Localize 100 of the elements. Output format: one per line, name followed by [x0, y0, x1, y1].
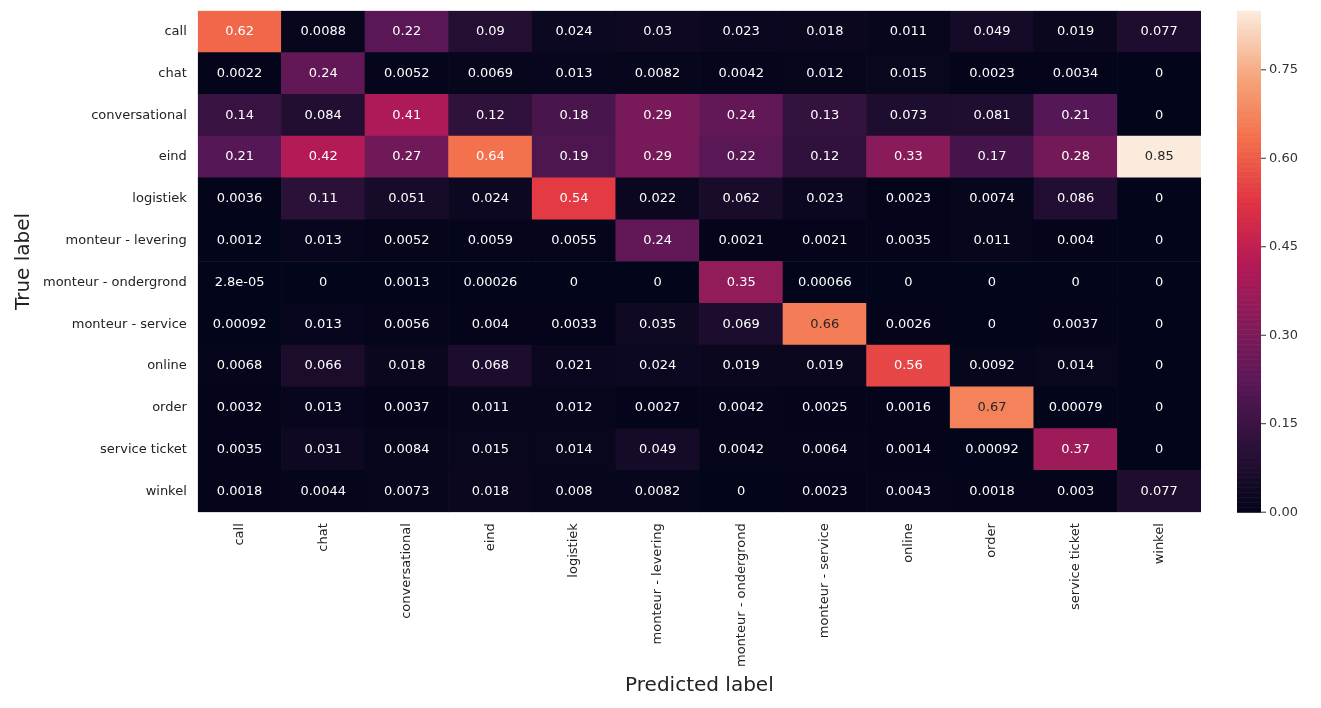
data-label: 0.018: [806, 23, 844, 39]
data-label: 0.031: [304, 440, 342, 456]
color-bar-label: 0.60: [1269, 149, 1298, 165]
y-tick-label: order: [152, 399, 188, 415]
data-label: 0.0014: [885, 440, 932, 456]
data-label: 0.077: [1140, 23, 1178, 39]
data-label: 0.0035: [216, 440, 263, 456]
y-tick-label: monteur - service: [71, 315, 187, 331]
data-label: 0.051: [388, 190, 426, 206]
data-label: 0.086: [1056, 190, 1095, 206]
data-label: 0.12: [475, 106, 505, 122]
y-tick-label: eind: [158, 148, 187, 164]
data-label: 0.0025: [802, 399, 848, 415]
y-tick-label: chat: [158, 64, 187, 80]
data-label: 0.0052: [384, 231, 430, 247]
x-tick-label: eind: [481, 523, 497, 552]
data-label: 0.12: [810, 148, 840, 164]
data-label: 0.014: [1056, 357, 1095, 373]
color-bar-label: 0.00: [1269, 503, 1298, 519]
x-tick-label: service ticket: [1066, 523, 1082, 610]
color-bar-label: 0.45: [1269, 238, 1298, 254]
data-label: 0.077: [1140, 482, 1178, 498]
data-label: 0: [569, 273, 579, 289]
data-label: 0.004: [471, 315, 510, 331]
data-label: 0.0055: [551, 231, 597, 247]
data-label: 0.0023: [802, 482, 848, 498]
data-label: 0.0082: [634, 64, 681, 80]
data-label: 0.0052: [384, 64, 430, 80]
data-label: 0.035: [638, 315, 677, 331]
data-label: 0.0044: [300, 482, 346, 498]
data-label: 0.0012: [216, 231, 263, 247]
data-label: 0.012: [555, 399, 593, 415]
data-label: 0.13: [810, 106, 840, 122]
data-label: 0.049: [973, 23, 1011, 39]
color-bar-label: 0.15: [1269, 415, 1298, 431]
data-label: 0.24: [308, 64, 338, 80]
data-label: 0.014: [555, 440, 593, 456]
x-tick-label: call: [230, 523, 246, 546]
data-label: 0.0023: [969, 64, 1015, 80]
data-label: 0: [1155, 231, 1164, 247]
data-label: 0.049: [638, 440, 677, 456]
data-label: 0.019: [806, 357, 844, 373]
data-label: 0.42: [308, 148, 338, 164]
data-label: 0.0023: [885, 190, 932, 206]
data-label: 0.019: [722, 357, 760, 373]
data-label: 0.0016: [885, 399, 932, 415]
y-tick-label: winkel: [145, 482, 187, 498]
data-label: 0.0027: [634, 399, 681, 415]
data-label: 2.8e-05: [214, 273, 265, 289]
data-label: 0.03: [643, 23, 673, 39]
data-label: 0.0056: [384, 315, 430, 331]
data-label: 0: [1155, 273, 1164, 289]
data-label: 0.024: [638, 357, 677, 373]
data-label: 0.013: [304, 231, 342, 247]
data-label: 0.41: [392, 106, 422, 122]
x-tick-label: online: [899, 523, 915, 563]
x-tick-label: conversational: [398, 523, 414, 619]
data-label: 0.21: [225, 148, 255, 164]
data-label: 0.0042: [718, 399, 764, 415]
data-label: 0.084: [304, 106, 342, 122]
color-bar-label: 0.75: [1269, 61, 1298, 77]
data-label: 0.008: [555, 482, 593, 498]
data-label: 0.015: [471, 440, 510, 456]
data-label: 0.0018: [216, 482, 263, 498]
data-label: 0.67: [977, 399, 1007, 415]
data-label: 0: [1155, 440, 1164, 456]
data-label: 0.24: [643, 231, 673, 247]
y-tick-label: conversational: [91, 106, 187, 122]
data-label: 0.85: [1144, 148, 1174, 164]
data-label: 0.64: [475, 148, 505, 164]
data-label: 0.015: [889, 64, 928, 80]
y-tick-label: monteur - levering: [65, 231, 187, 247]
data-label: 0.0059: [467, 231, 514, 247]
data-label: 0.22: [726, 148, 756, 164]
data-label: 0.0032: [216, 399, 263, 415]
data-label: 0: [1155, 357, 1164, 373]
data-label: 0: [737, 482, 746, 498]
data-label: 0.33: [893, 148, 923, 164]
data-label: 0: [319, 273, 328, 289]
data-label: 0: [1155, 64, 1164, 80]
data-label: 0.0022: [216, 64, 263, 80]
data-label: 0: [1155, 315, 1164, 331]
y-axis-title: True label: [10, 212, 35, 312]
data-label: 0.56: [893, 357, 923, 373]
data-label: 0: [987, 273, 997, 289]
data-label: 0.19: [559, 148, 589, 164]
data-label: 0.062: [722, 190, 760, 206]
data-label: 0.073: [889, 106, 928, 122]
y-tick-label: monteur - ondergrond: [42, 273, 187, 289]
data-label: 0.068: [471, 357, 510, 373]
data-label: 0.0092: [969, 357, 1015, 373]
y-tick-label: logistiek: [132, 190, 188, 206]
data-label: 0.0042: [718, 64, 764, 80]
data-label: 0.013: [304, 399, 342, 415]
data-label: 0.0074: [969, 190, 1015, 206]
data-label: 0.024: [555, 23, 593, 39]
x-tick-label: order: [983, 522, 999, 558]
x-tick-label: chat: [314, 523, 330, 552]
data-label: 0.003: [1056, 482, 1095, 498]
data-label: 0.11: [308, 190, 338, 206]
